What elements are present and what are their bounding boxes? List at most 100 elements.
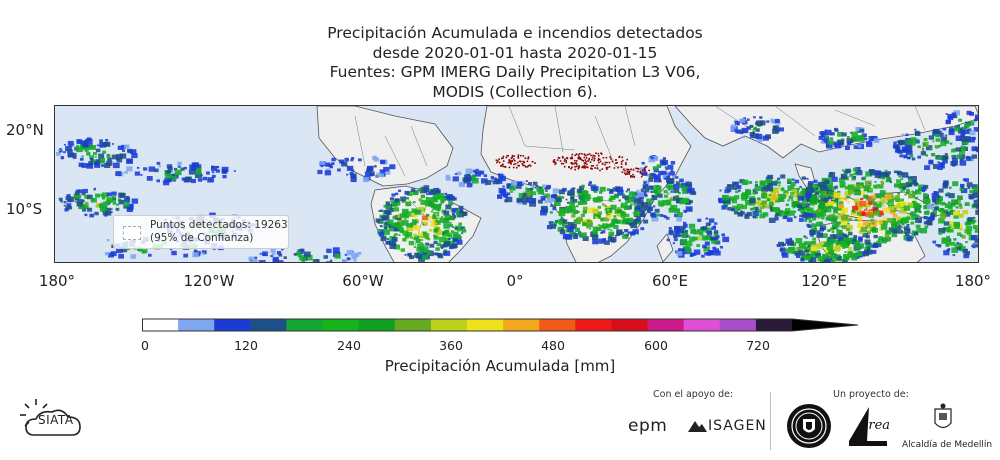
precip-cell bbox=[401, 220, 409, 226]
precip-cell bbox=[852, 211, 856, 214]
precip-cell bbox=[863, 176, 867, 179]
precip-cell bbox=[840, 219, 848, 225]
precip-cell bbox=[529, 201, 536, 207]
precip-cell bbox=[686, 234, 690, 238]
precip-cell bbox=[678, 228, 684, 233]
precip-cell bbox=[581, 200, 588, 205]
fire-point bbox=[582, 166, 585, 169]
precip-cell bbox=[896, 204, 901, 209]
precip-cell bbox=[647, 185, 654, 191]
precip-cell bbox=[952, 158, 958, 163]
precip-cell bbox=[177, 161, 182, 166]
precip-cell bbox=[973, 199, 978, 206]
precip-cell bbox=[778, 194, 782, 197]
precip-cell bbox=[86, 163, 94, 169]
precip-cell bbox=[58, 197, 63, 201]
precip-cell bbox=[809, 198, 817, 204]
precip-cell bbox=[394, 233, 398, 236]
precip-cell bbox=[567, 190, 575, 196]
fire-point bbox=[508, 166, 511, 169]
precip-cell bbox=[943, 211, 951, 217]
precip-cell bbox=[622, 233, 629, 239]
fire-point bbox=[531, 160, 534, 163]
precip-cell bbox=[956, 242, 960, 245]
precip-cell bbox=[434, 222, 437, 225]
precip-cell bbox=[567, 208, 573, 214]
precip-cell bbox=[782, 243, 786, 246]
precip-cell bbox=[827, 201, 834, 206]
precip-cell bbox=[757, 209, 762, 213]
precip-cell bbox=[653, 168, 659, 173]
legend-confidence: (95% de Confianza) bbox=[150, 232, 254, 244]
precip-cell bbox=[963, 129, 970, 135]
precip-cell bbox=[283, 256, 287, 259]
precip-cell bbox=[817, 230, 821, 233]
precip-cell bbox=[126, 204, 134, 210]
precip-cell bbox=[863, 251, 869, 257]
precip-cell bbox=[105, 139, 109, 142]
colorbar-segment bbox=[286, 319, 324, 331]
precip-cell bbox=[942, 239, 946, 242]
precip-cell bbox=[127, 247, 130, 251]
precip-cell bbox=[325, 168, 330, 172]
precip-cell bbox=[856, 182, 859, 185]
precip-cell bbox=[442, 232, 445, 235]
precip-cell bbox=[853, 198, 860, 203]
precip-cell bbox=[880, 180, 884, 184]
precip-cell bbox=[759, 205, 765, 209]
fire-point bbox=[591, 168, 593, 170]
precip-cell bbox=[636, 199, 644, 205]
precip-cell bbox=[89, 213, 94, 218]
precip-cell bbox=[679, 199, 687, 205]
precip-cell bbox=[816, 221, 823, 227]
precip-cell bbox=[433, 228, 439, 233]
precip-cell bbox=[857, 144, 862, 148]
precip-cell bbox=[752, 215, 756, 219]
precip-cell bbox=[722, 194, 729, 201]
precip-cell bbox=[902, 186, 906, 190]
precip-cell bbox=[941, 220, 944, 223]
precip-cell bbox=[932, 208, 937, 213]
precip-cell bbox=[952, 181, 959, 187]
precip-cell bbox=[518, 192, 526, 199]
precip-cell bbox=[791, 178, 795, 181]
precip-cell bbox=[818, 189, 822, 192]
precip-cell bbox=[978, 148, 979, 151]
precip-cell bbox=[610, 190, 614, 193]
fire-point bbox=[595, 152, 597, 154]
precip-cell bbox=[560, 216, 564, 219]
precip-cell bbox=[431, 215, 437, 220]
precip-cell bbox=[648, 173, 656, 179]
precip-cell bbox=[923, 211, 930, 216]
fire-point bbox=[588, 159, 590, 161]
precip-cell bbox=[977, 211, 978, 214]
colorbar-tick-480: 480 bbox=[541, 338, 565, 353]
fire-point bbox=[573, 162, 576, 165]
precip-cell bbox=[867, 226, 872, 230]
precip-cell bbox=[701, 254, 705, 258]
precip-cell bbox=[90, 198, 95, 202]
fire-point bbox=[529, 165, 532, 167]
precip-cell bbox=[644, 188, 650, 193]
precip-cell bbox=[251, 259, 258, 262]
precip-cell bbox=[891, 223, 898, 229]
precip-cell bbox=[759, 213, 766, 219]
precip-cell bbox=[560, 196, 565, 199]
precip-cell bbox=[731, 128, 735, 131]
precip-cell bbox=[814, 247, 818, 250]
precip-cell bbox=[761, 192, 768, 198]
precip-cell bbox=[783, 190, 789, 195]
precip-cell bbox=[780, 193, 787, 199]
precip-cell bbox=[922, 147, 924, 150]
precip-cell bbox=[900, 189, 903, 192]
precip-cell bbox=[444, 214, 452, 221]
precip-cell bbox=[797, 208, 801, 211]
fire-point bbox=[519, 160, 521, 162]
precip-cell bbox=[346, 249, 354, 256]
precip-cell bbox=[101, 197, 106, 200]
precip-cell bbox=[911, 214, 918, 220]
precip-cell bbox=[88, 160, 93, 165]
precip-cell bbox=[906, 191, 910, 195]
precip-cell bbox=[183, 166, 187, 170]
precip-cell bbox=[414, 252, 421, 258]
